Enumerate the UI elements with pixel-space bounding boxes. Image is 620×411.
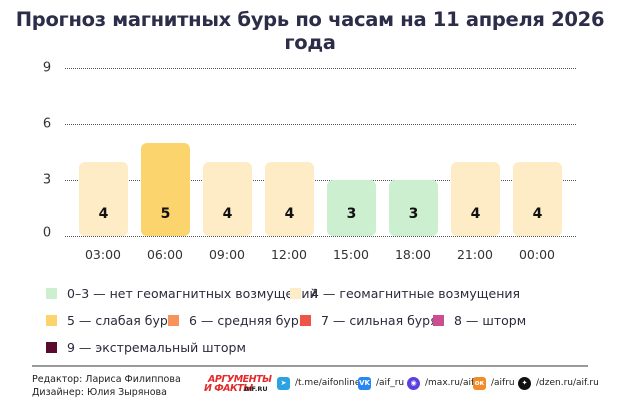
x-tick: 00:00 [518, 247, 556, 262]
social-label: /t.me/aifonline [295, 378, 361, 388]
dzen-icon: ✦ [518, 376, 531, 390]
social-label: /max.ru/aif [425, 378, 475, 388]
legend-swatch [290, 287, 301, 299]
social-link-dzen[interactable]: ✦ /dzen.ru/aif.ru [518, 375, 599, 391]
vk-icon: VK [358, 376, 371, 390]
x-tick: 06:00 [146, 247, 184, 262]
legend-swatch [46, 314, 57, 326]
bar: 4 [513, 161, 562, 236]
y-tick: 3 [42, 172, 52, 188]
designer-credit: Дизайнер: Юлия Зырянова [32, 387, 167, 398]
bar: 3 [327, 180, 376, 236]
gridline-9 [65, 68, 576, 69]
social-link-max[interactable]: ◉ /max.ru/aif [407, 375, 474, 391]
x-tick: 15:00 [332, 247, 370, 262]
bar: 4 [79, 161, 128, 236]
x-tick: 09:00 [208, 247, 246, 262]
bar-value-label: 4 [222, 205, 233, 222]
bar-value-label: 4 [284, 205, 295, 222]
legend-item-4: 4 — геомагнитные возмущения [290, 285, 520, 301]
legend-item-9: 9 — экстремальный шторм [46, 339, 246, 355]
legend-swatch [168, 314, 179, 326]
telegram-icon: ➤ [277, 376, 290, 390]
chart-title: Прогноз магнитных бурь по часам на 11 ап… [15, 8, 605, 54]
editor-credit: Редактор: Лариса Филиппова [32, 374, 181, 385]
legend-item-8: 8 — шторм [433, 312, 526, 328]
y-tick: 9 [42, 60, 52, 76]
legend-item-0-3: 0–3 — нет геомагнитных возмущений [46, 285, 318, 301]
bar: 5 [141, 143, 190, 236]
x-tick: 12:00 [270, 247, 308, 262]
social-link-telegram[interactable]: ➤ /t.me/aifonline [277, 375, 360, 391]
legend-label: 4 — геомагнитные возмущения [311, 285, 521, 301]
aif-logo[interactable]: АРГУМЕНТЫ И ФАКТЫ AIF.RU [204, 374, 272, 394]
legend-label: 6 — средняя буря [189, 312, 307, 328]
bar: 4 [451, 161, 500, 236]
legend-swatch [46, 287, 57, 299]
legend-swatch [300, 314, 311, 326]
legend-label: 7 — сильная буря [321, 312, 438, 328]
social-label: /aifru [491, 378, 515, 388]
x-tick: 03:00 [84, 247, 122, 262]
bar-chart: 9 6 3 0 4 5 4 4 3 3 4 4 03:00 06:00 09:0… [42, 60, 576, 262]
legend-label: 9 — экстремальный шторм [67, 339, 246, 355]
legend-label: 5 — слабая буря [67, 312, 176, 328]
gridline-6 [65, 124, 576, 125]
social-link-odnoklassniki[interactable]: ок /aifru [473, 375, 515, 391]
social-label: /aif_ru [376, 378, 405, 388]
legend-label: 8 — шторм [454, 312, 527, 328]
legend-item-7: 7 — сильная буря [300, 312, 438, 328]
legend-swatch [46, 341, 57, 353]
gridline-3 [65, 180, 576, 181]
gridline-0 [65, 236, 576, 237]
bar: 3 [389, 180, 438, 236]
legend-item-5: 5 — слабая буря [46, 312, 175, 328]
social-link-vk[interactable]: VK /aif_ru [358, 375, 404, 391]
bar-value-label: 4 [98, 205, 109, 222]
odnoklassniki-icon: ок [473, 376, 486, 390]
bar-value-label: 3 [346, 205, 357, 222]
credits: Редактор: Лариса Филиппова Дизайнер: Юли… [32, 373, 181, 399]
social-label: /dzen.ru/aif.ru [536, 378, 599, 388]
legend-label: 0–3 — нет геомагнитных возмущений [67, 285, 318, 301]
y-tick: 6 [42, 116, 52, 132]
logo-site: AIF.RU [244, 385, 268, 393]
legend-item-6: 6 — средняя буря [168, 312, 306, 328]
bar: 4 [203, 161, 252, 236]
footer-divider [32, 365, 588, 367]
logo-text-line2: И ФАКТЫ [204, 383, 253, 394]
x-tick: 18:00 [394, 247, 432, 262]
y-tick: 0 [42, 225, 52, 241]
bar-value-label: 4 [470, 205, 481, 222]
logo-text-line1: АРГУМЕНТЫ [208, 374, 272, 385]
bar-value-label: 4 [532, 205, 543, 222]
bar: 4 [265, 161, 314, 236]
bar-value-label: 5 [160, 206, 171, 222]
bar-value-label: 3 [408, 205, 419, 222]
legend-swatch [433, 314, 444, 326]
max-icon: ◉ [407, 376, 420, 390]
x-tick: 21:00 [456, 247, 494, 262]
